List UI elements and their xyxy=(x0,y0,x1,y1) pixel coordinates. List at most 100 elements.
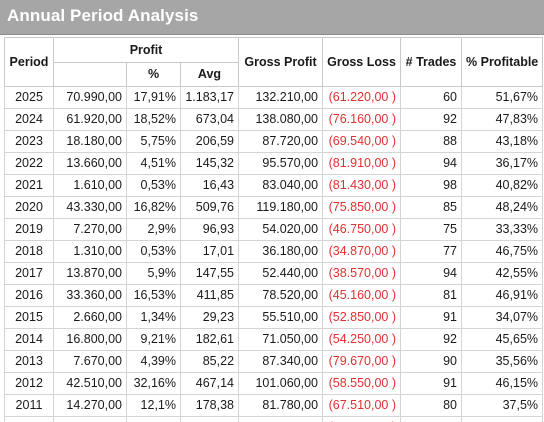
cell-pct-profitable: 48,24% xyxy=(461,196,544,219)
cell-profit-avg: 85,22 xyxy=(179,350,240,373)
cell-profit-pct: 9,21% xyxy=(126,328,181,351)
cell-profit: 7.270,00 xyxy=(53,218,127,241)
table-row[interactable]: 2014 16.800,00 9,21% 182,61 71.050,00 (54.250… xyxy=(4,328,544,351)
cell-period: 2025 xyxy=(4,86,54,109)
table-row[interactable]: 2013 7.670,00 4,39% 85,22 87.340,00 (79.670,0… xyxy=(4,350,544,373)
header-gross-loss[interactable]: Gross Loss xyxy=(322,37,402,87)
table-row[interactable]: 2017 13.870,00 5,9% 147,55 52.440,00 (38.570,… xyxy=(4,262,544,285)
header-profit-amount[interactable] xyxy=(53,62,127,87)
cell-trades: 75 xyxy=(400,218,463,241)
cell-profit-avg: 17,01 xyxy=(179,240,240,263)
cell-profit-avg: 1.183,17 xyxy=(179,86,240,109)
cell-gross-loss: (79.670,00 ) xyxy=(322,350,402,373)
cell-gross-profit: 138.080,00 xyxy=(238,108,324,131)
cell-period: 2014 xyxy=(4,328,54,351)
table-row[interactable]: 2023 18.180,00 5,75% 206,59 87.720,00 (69.540… xyxy=(4,130,544,153)
cell-period: 2017 xyxy=(4,262,54,285)
cell-profit: 70.990,00 xyxy=(53,86,127,109)
cell-profit-avg: 145,32 xyxy=(179,152,240,175)
cell-gross-loss: (81.910,00 ) xyxy=(322,152,402,175)
cell-gross-loss: (52.850,00 ) xyxy=(322,306,402,329)
cell-trades: 94 xyxy=(400,152,463,175)
cell-gross-profit: 83.040,00 xyxy=(238,174,324,197)
cell-period: 2018 xyxy=(4,240,54,263)
cell-gross-profit: 54.020,00 xyxy=(238,218,324,241)
cell-pct-profitable: 47,83% xyxy=(461,108,544,131)
header-profit-pct[interactable]: % xyxy=(126,62,181,87)
cell-trades: 81 xyxy=(400,284,463,307)
cell-profit-pct: 12,1% xyxy=(126,394,181,417)
cell-gross-profit: 87.340,00 xyxy=(238,350,324,373)
cell-period: 2012 xyxy=(4,372,54,395)
table-row[interactable]: 2021 1.610,00 0,53% 16,43 83.040,00 (81.430,0… xyxy=(4,174,544,197)
header-trades[interactable]: # Trades xyxy=(400,37,463,87)
cell-profit-pct: 2,9% xyxy=(126,218,181,241)
window-title: Annual Period Analysis xyxy=(7,6,199,25)
cell-gross-profit: 55.510,00 xyxy=(238,306,324,329)
cell-pct-profitable: 46,75% xyxy=(461,240,544,263)
table-row[interactable]: 2015 2.660,00 1,34% 29,23 55.510,00 (52.850,0… xyxy=(4,306,544,329)
table-row[interactable]: 2019 7.270,00 2,9% 96,93 54.020,00 (46.750,00… xyxy=(4,218,544,241)
cell-gross-loss: (75.850,00 ) xyxy=(322,196,402,219)
cell-profit: 17.920,00 xyxy=(53,416,127,422)
cell-period: 2015 xyxy=(4,306,54,329)
cell-pct-profitable: 51,67% xyxy=(461,86,544,109)
cell-gross-profit: 81.780,00 xyxy=(238,394,324,417)
table-row[interactable]: 2024 61.920,00 18,52% 673,04 138.080,00 (76.1… xyxy=(4,108,544,131)
cell-profit: 61.920,00 xyxy=(53,108,127,131)
header-period[interactable]: Period xyxy=(4,37,54,87)
cell-profit: 18.180,00 xyxy=(53,130,127,153)
cell-profit: 14.270,00 xyxy=(53,394,127,417)
cell-pct-profitable: 43,18% xyxy=(461,130,544,153)
cell-profit-avg: 673,04 xyxy=(179,108,240,131)
cell-profit: 7.670,00 xyxy=(53,350,127,373)
cell-gross-profit: 132.210,00 xyxy=(238,86,324,109)
cell-period: 2024 xyxy=(4,108,54,131)
cell-trades: 98 xyxy=(400,174,463,197)
cell-trades: 88 xyxy=(400,130,463,153)
cell-profit: 13.870,00 xyxy=(53,262,127,285)
cell-period: 2011 xyxy=(4,394,54,417)
cell-trades: 90 xyxy=(400,350,463,373)
analysis-grid[interactable]: Period Profit Gross Profit Gross Loss # … xyxy=(4,37,544,422)
cell-gross-loss: (34.870,00 ) xyxy=(322,240,402,263)
cell-trades: 77 xyxy=(400,240,463,263)
cell-period: 2013 xyxy=(4,350,54,373)
cell-period: 2021 xyxy=(4,174,54,197)
header-pct-profitable[interactable]: % Profitable xyxy=(461,37,544,87)
cell-pct-profitable: 42,55% xyxy=(461,262,544,285)
cell-trades: 81 xyxy=(400,416,463,422)
table-row[interactable]: 2022 13.660,00 4,51% 145,32 95.570,00 (81.910… xyxy=(4,152,544,175)
table-row[interactable]: 2020 43.330,00 16,82% 509,76 119.180,00 (75.8… xyxy=(4,196,544,219)
header-gross-profit[interactable]: Gross Profit xyxy=(238,37,324,87)
cell-pct-profitable: 36,17% xyxy=(461,152,544,175)
table-row[interactable]: 2018 1.310,00 0,53% 17,01 36.180,00 (34.870,0… xyxy=(4,240,544,263)
cell-trades: 92 xyxy=(400,328,463,351)
cell-profit-avg: 221,23 xyxy=(179,416,240,422)
cell-profit-pct: 5,9% xyxy=(126,262,181,285)
cell-profit-pct: 1,34% xyxy=(126,306,181,329)
table-row[interactable]: 2016 33.360,00 16,53% 411,85 78.520,00 (45.16… xyxy=(4,284,544,307)
cell-trades: 91 xyxy=(400,306,463,329)
cell-gross-profit: 78.520,00 xyxy=(238,284,324,307)
table-row[interactable]: 2025 70.990,00 17,91% 1.183,17 132.210,00 (61… xyxy=(4,86,544,109)
table-row[interactable]: 2012 42.510,00 32,16% 467,14 101.060,00 (58.5… xyxy=(4,372,544,395)
cell-gross-profit: 87.720,00 xyxy=(238,130,324,153)
cell-profit-avg: 509,76 xyxy=(179,196,240,219)
cell-profit-avg: 147,55 xyxy=(179,262,240,285)
cell-profit-pct: 17,91% xyxy=(126,86,181,109)
header-profit-avg[interactable]: Avg xyxy=(179,62,240,87)
cell-profit-avg: 16,43 xyxy=(179,174,240,197)
table-row[interactable]: 2011 14.270,00 12,1% 178,38 81.780,00 (67.510… xyxy=(4,394,544,417)
cell-period: 2023 xyxy=(4,130,54,153)
cell-gross-loss: (46.750,00 ) xyxy=(322,218,402,241)
cell-profit-pct: 32,16% xyxy=(126,372,181,395)
cell-gross-loss: (38.570,00 ) xyxy=(322,262,402,285)
cell-gross-profit: 52.440,00 xyxy=(238,262,324,285)
table-row[interactable]: 201017.920,0017,92%221,2369.120,00(51.20… xyxy=(4,416,544,422)
cell-profit-pct: 4,39% xyxy=(126,350,181,373)
cell-gross-loss: (58.550,00 ) xyxy=(322,372,402,395)
header-profit-group[interactable]: Profit xyxy=(52,37,240,63)
cell-gross-profit: 69.120,00 xyxy=(238,416,324,422)
